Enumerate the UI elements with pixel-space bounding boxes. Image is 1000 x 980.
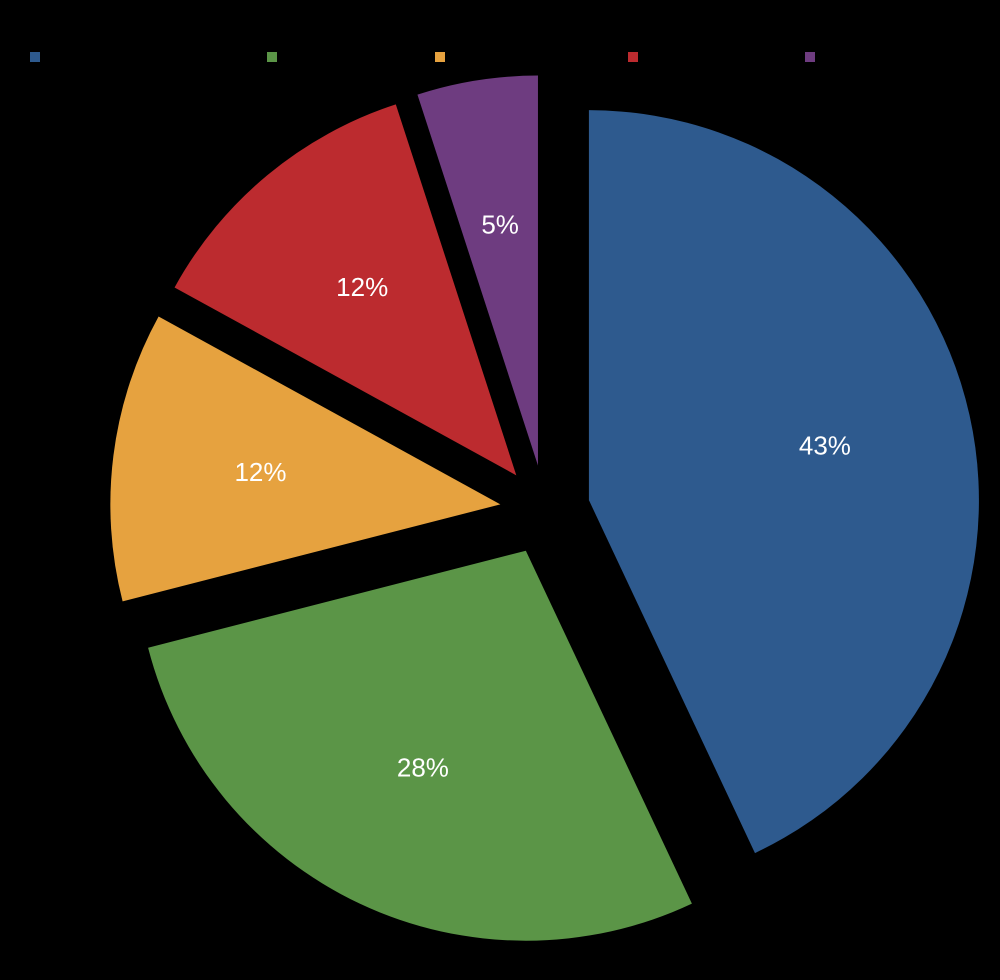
- legend-swatch: [628, 52, 638, 62]
- pie-slice-labels: 43% 28% 12% 12% 5%: [234, 210, 850, 783]
- legend-swatch: [805, 52, 815, 62]
- pie-slice: [110, 316, 501, 602]
- pie-slice-label: 43%: [799, 430, 851, 460]
- pie-slices: [110, 75, 979, 941]
- pie-slice: [174, 104, 517, 476]
- pie-slice-label: 28%: [397, 752, 449, 782]
- pie-slice: [417, 75, 538, 466]
- pie-slice: [148, 550, 692, 941]
- pie-slice-label: 12%: [234, 457, 286, 487]
- chart-legend: [30, 52, 815, 62]
- legend-swatch: [30, 52, 40, 62]
- legend-item: [805, 52, 815, 62]
- legend-swatch: [435, 52, 445, 62]
- pie-slice-label: 12%: [336, 272, 388, 302]
- legend-swatch: [267, 52, 277, 62]
- legend-item: [435, 52, 445, 62]
- legend-item: [267, 52, 277, 62]
- pie-slice-label: 5%: [481, 210, 519, 240]
- pie-slice: [588, 110, 979, 854]
- legend-item: [30, 52, 40, 62]
- legend-item: [628, 52, 638, 62]
